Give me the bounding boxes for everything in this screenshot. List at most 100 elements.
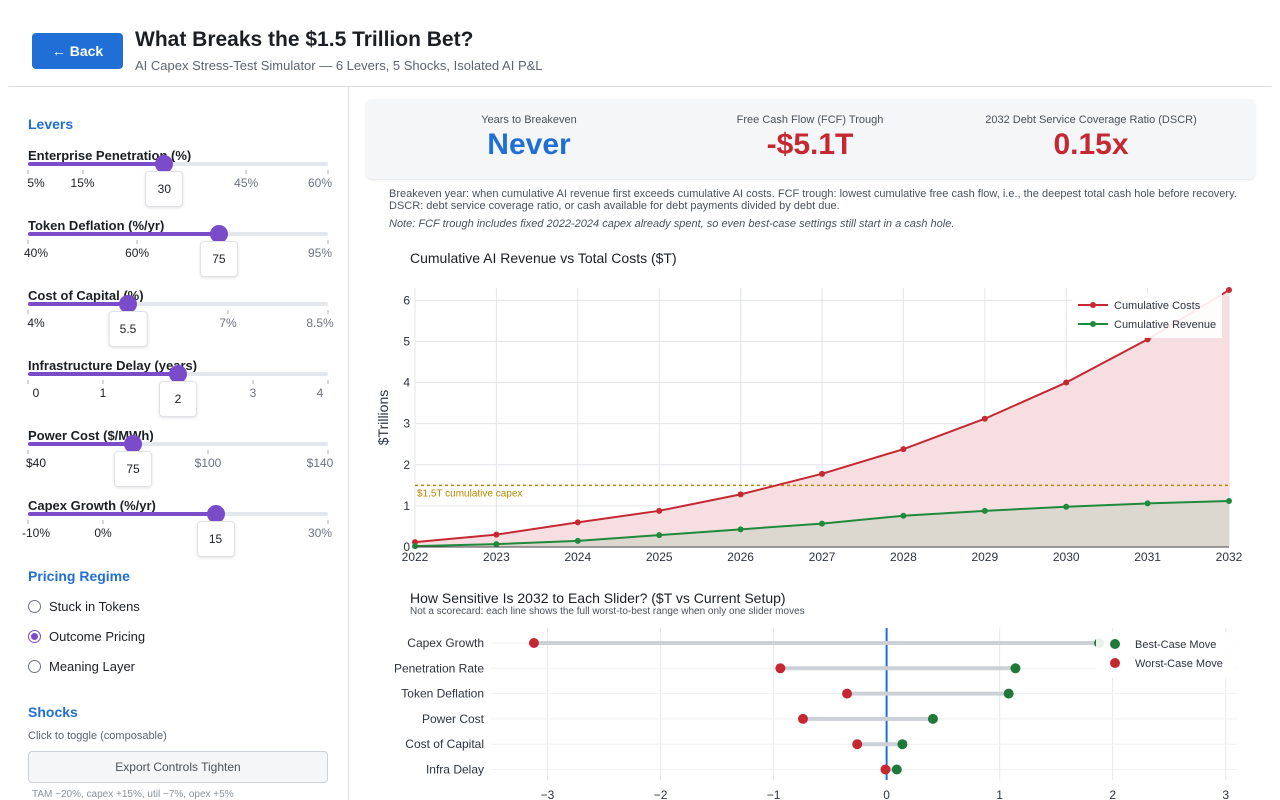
slider-tick-mark xyxy=(327,310,329,314)
worst-case-point xyxy=(842,688,853,699)
slider-fill xyxy=(28,162,165,166)
x-tick-label: −3 xyxy=(541,788,555,800)
slider-fill xyxy=(28,232,219,236)
slider-tick-label: 0% xyxy=(94,526,112,540)
lever-slider: Power Cost ($/MWh) $40 $100 $140 75 xyxy=(25,428,333,488)
legend-label: Worst-Case Move xyxy=(1135,658,1223,670)
lever-label: Infrastructure Delay (years) xyxy=(28,358,198,373)
slider-track[interactable] xyxy=(28,365,328,383)
data-point xyxy=(574,537,581,544)
slider-tick-mark xyxy=(327,450,329,454)
x-tick-label: 2030 xyxy=(1053,550,1080,564)
x-tick-label: 2029 xyxy=(971,550,998,564)
fcf-note: Note: FCF trough includes fixed 2022-202… xyxy=(389,218,955,230)
shock-description: TAM −20%, capex +15%, util −7%, opex +5% xyxy=(32,789,234,800)
slider-tick-mark xyxy=(327,380,329,384)
category-label: Cost of Capital xyxy=(405,737,484,751)
kpi-value: -$5.1T xyxy=(766,128,854,161)
slider-tick-mark xyxy=(27,380,29,384)
lever-slider: Token Deflation (%/yr) 40% 60% 95% 75 xyxy=(24,218,332,278)
slider-tick-label: 3 xyxy=(249,386,257,400)
slider-tick-label: 60% xyxy=(125,246,150,260)
slider-track[interactable] xyxy=(28,435,328,453)
y-tick-label: 4 xyxy=(403,376,410,390)
worst-case-point xyxy=(852,739,863,750)
lever-slider: Cost of Capital (%) 4% 7% 8.5% 5.5 xyxy=(27,288,334,348)
radio-button[interactable] xyxy=(28,600,41,613)
legend-box xyxy=(1072,293,1222,338)
export-controls-shock-button[interactable]: Export Controls Tighten xyxy=(28,751,328,783)
back-button[interactable]: ← Back xyxy=(32,33,123,69)
data-point xyxy=(819,520,825,527)
slider-track[interactable] xyxy=(28,295,328,313)
slider-tick-label: 40% xyxy=(23,246,49,260)
kpi-dscr: 2032 Debt Service Coverage Ratio (DSCR) … xyxy=(951,114,1231,162)
kpi-breakeven: Years to Breakeven Never xyxy=(389,114,669,162)
slider-tick-mark xyxy=(102,380,104,384)
definitions-note: Breakeven year: when cumulative AI reven… xyxy=(389,188,1237,212)
data-point xyxy=(1144,500,1151,507)
slider-track[interactable] xyxy=(28,505,328,523)
radio-button[interactable] xyxy=(28,660,41,673)
data-point xyxy=(412,543,418,550)
pricing-option[interactable]: Meaning Layer xyxy=(28,659,135,674)
worst-case-point xyxy=(880,764,891,775)
slider-tick-label: $140 xyxy=(306,456,334,470)
y-tick-label: 5 xyxy=(403,334,410,348)
kpi-value: 0.15x xyxy=(1053,128,1129,161)
sensitivity-chart-subtitle: Not a scorecard: each line shows the ful… xyxy=(410,606,805,617)
slider-tick-label: 5% xyxy=(27,176,45,190)
lever-label: Capex Growth (%/yr) xyxy=(28,498,156,513)
slider-tick-mark xyxy=(327,240,329,244)
category-label: Capex Growth xyxy=(407,636,484,650)
data-point xyxy=(900,512,907,519)
category-label: Power Cost xyxy=(422,712,485,726)
slider-fill xyxy=(28,302,128,306)
pricing-option[interactable]: Outcome Pricing xyxy=(28,629,145,644)
legend-marker xyxy=(1090,302,1096,308)
page-subtitle: AI Capex Stress-Test Simulator — 6 Lever… xyxy=(135,58,543,73)
reference-line-label: $1.5T cumulative capex xyxy=(417,488,522,499)
x-tick-label: 2031 xyxy=(1134,550,1161,564)
worst-case-point xyxy=(775,663,786,674)
data-point xyxy=(981,415,988,422)
slider-tick-label: $40 xyxy=(25,456,47,470)
kpi-fcf-trough: Free Cash Flow (FCF) Trough -$5.1T xyxy=(670,114,950,162)
lever-label: Enterprise Penetration (%) xyxy=(28,148,192,163)
slider-tick-label: 30% xyxy=(307,526,333,540)
shocks-title: Shocks xyxy=(28,704,78,720)
radio-button[interactable] xyxy=(28,630,41,643)
data-point xyxy=(737,491,744,498)
lever-slider: Infrastructure Delay (years) 0 1 3 4 2 xyxy=(27,358,329,418)
slider-value-tooltip: 30 xyxy=(145,171,184,207)
slider-tick-mark xyxy=(327,170,329,174)
kpi-value: Never xyxy=(487,128,571,161)
slider-track[interactable] xyxy=(28,225,328,243)
slider-tick-label: 95% xyxy=(307,246,333,260)
pricing-option-label: Outcome Pricing xyxy=(49,629,146,644)
slider-value-tooltip: 75 xyxy=(114,451,152,487)
slider-tick-label: $100 xyxy=(194,456,222,470)
x-tick-label: 2024 xyxy=(564,550,591,564)
data-point xyxy=(574,519,581,526)
slider-tick-label: 4 xyxy=(316,386,324,400)
pricing-regime-title: Pricing Regime xyxy=(28,568,130,584)
data-point xyxy=(412,539,418,546)
x-tick-label: 2023 xyxy=(483,550,510,564)
data-point xyxy=(656,507,663,514)
y-axis-label: $Trillions xyxy=(375,390,391,446)
slider-value-tooltip: 75 xyxy=(199,241,238,277)
sensitivity-dumbbell-chart: Capex Growth Penetration Rate Token Deflat… xyxy=(394,628,1237,800)
pricing-option[interactable]: Stuck in Tokens xyxy=(28,599,140,614)
lever-label: Power Cost ($/MWh) xyxy=(28,428,154,443)
legend-marker xyxy=(1090,321,1096,327)
slider-value-tooltip: 5.5 xyxy=(108,311,148,347)
worst-case-point xyxy=(528,638,539,648)
slider-track[interactable] xyxy=(28,155,328,173)
x-tick-label: 2032 xyxy=(1216,550,1243,564)
category-label: Infra Delay xyxy=(426,763,484,777)
legend-box xyxy=(1096,632,1236,678)
data-point xyxy=(1226,287,1232,294)
data-point xyxy=(900,446,907,453)
